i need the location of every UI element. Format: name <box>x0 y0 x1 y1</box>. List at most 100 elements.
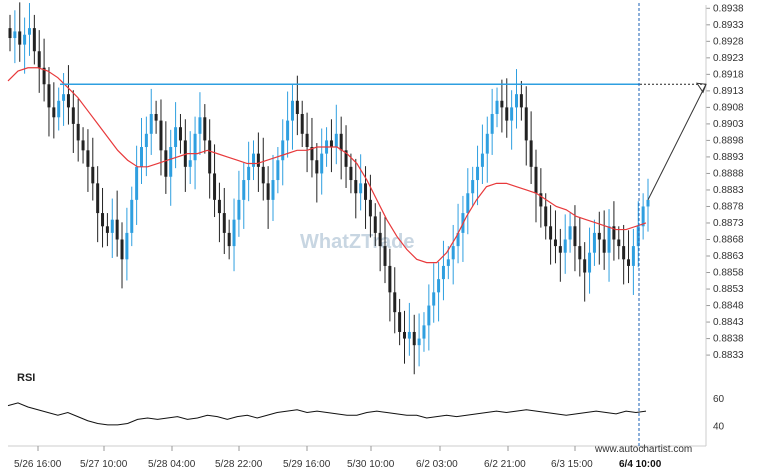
candle-body <box>310 147 314 161</box>
candle-body <box>188 160 192 167</box>
candle-body <box>144 133 148 148</box>
candle-body <box>105 226 109 233</box>
candle-body <box>149 113 153 134</box>
candle-body <box>110 219 114 233</box>
candle-body <box>139 147 143 167</box>
y-tick-label: 0.8908 <box>713 102 744 113</box>
candle-body <box>398 312 402 332</box>
candle-body <box>339 133 343 151</box>
grid <box>8 5 710 447</box>
candle-body <box>295 100 299 114</box>
candle-body <box>631 246 635 266</box>
candle-body <box>334 133 338 148</box>
candle-body <box>13 31 17 39</box>
candle-body <box>8 28 12 39</box>
candle-body <box>592 232 596 253</box>
candle-body <box>349 166 353 181</box>
candle-body <box>252 153 256 167</box>
y-tick-label: 0.8898 <box>713 135 744 146</box>
candle-body <box>115 219 119 240</box>
candle-body <box>203 117 207 141</box>
y-tick-label: 0.8838 <box>713 334 744 345</box>
candle-body <box>320 153 324 174</box>
candle-body <box>622 246 626 260</box>
candle-body <box>437 279 441 293</box>
candle-body <box>193 133 197 161</box>
candle-body <box>266 183 270 200</box>
y-tick-label: 0.8843 <box>713 317 744 328</box>
rsi-label: RSI <box>17 372 35 384</box>
candle-body <box>539 193 543 207</box>
candle-body <box>261 166 265 184</box>
candle-body <box>646 199 650 207</box>
forecast-arrow <box>647 84 707 201</box>
candle-body <box>125 232 129 260</box>
candle-body <box>66 94 70 108</box>
candle-body <box>476 166 480 181</box>
candle-body <box>183 140 187 167</box>
candle-body <box>515 94 519 108</box>
y-tick-label: 0.8923 <box>713 53 744 64</box>
candle-body <box>495 100 499 114</box>
candle-body <box>427 305 431 326</box>
candle-body <box>524 107 528 141</box>
candle-body <box>578 246 582 260</box>
y-tick-label: 0.8853 <box>713 284 744 295</box>
candle-body <box>232 219 236 247</box>
candle-body <box>18 31 22 45</box>
candle-body <box>198 117 202 134</box>
candle-body <box>86 150 90 167</box>
candle-body <box>480 153 484 167</box>
candle-body <box>120 239 124 260</box>
candle-body <box>305 133 309 148</box>
candle-body <box>407 331 411 339</box>
x-tick-label: 5/28 04:00 <box>148 459 196 470</box>
candle-body <box>300 113 304 134</box>
x-tick-label: 6/2 21:00 <box>484 459 526 470</box>
candle-body <box>597 232 601 240</box>
y-tick-label: 0.8833 <box>713 350 744 361</box>
candle-body <box>529 140 533 167</box>
candle-body <box>154 113 158 121</box>
candle-body <box>159 120 163 151</box>
candle-body <box>402 331 406 339</box>
candle-body <box>393 292 397 313</box>
y-tick-label: 0.8933 <box>713 20 744 31</box>
candle-body <box>37 51 41 68</box>
candle-body <box>227 232 231 247</box>
x-tick-label: 5/27 10:00 <box>80 459 128 470</box>
candle-body <box>52 107 56 118</box>
candle-body <box>178 127 182 141</box>
candle-body <box>130 199 134 233</box>
y-tick-label: 0.8863 <box>713 251 744 262</box>
candle-body <box>534 166 538 194</box>
candle-body <box>42 67 46 85</box>
x-tick-label: 5/28 22:00 <box>215 459 263 470</box>
candle-body <box>286 120 290 141</box>
candle-body <box>422 325 426 339</box>
candle-body <box>456 232 460 247</box>
y-tick-label: 0.8858 <box>713 268 744 279</box>
candle-body <box>500 100 504 108</box>
candle-body <box>276 160 280 181</box>
candles <box>8 2 650 375</box>
y-tick-label: 0.8883 <box>713 185 744 196</box>
x-tick-label: 5/30 10:00 <box>347 459 395 470</box>
x-tick-label: 6/4 10:00 <box>619 459 662 470</box>
credit-text: www.autochartist.com <box>594 444 692 455</box>
candle-body <box>62 94 66 101</box>
x-tick-label: 5/29 16:00 <box>283 459 331 470</box>
candle-body <box>612 226 616 240</box>
candle-body <box>76 123 80 141</box>
rsi-tick-label: 60 <box>713 394 725 405</box>
candle-body <box>32 28 36 52</box>
candle-body <box>242 180 246 200</box>
x-axis-labels: 5/26 16:00 5/27 10:00 5/28 04:00 5/28 22:00… <box>14 446 662 470</box>
candle-body <box>344 150 348 167</box>
rsi-panel: 60 40 <box>7 394 725 432</box>
candle-body <box>378 232 382 247</box>
candle-body <box>466 193 470 214</box>
y-tick-label: 0.8873 <box>713 218 744 229</box>
candle-body <box>96 183 100 214</box>
